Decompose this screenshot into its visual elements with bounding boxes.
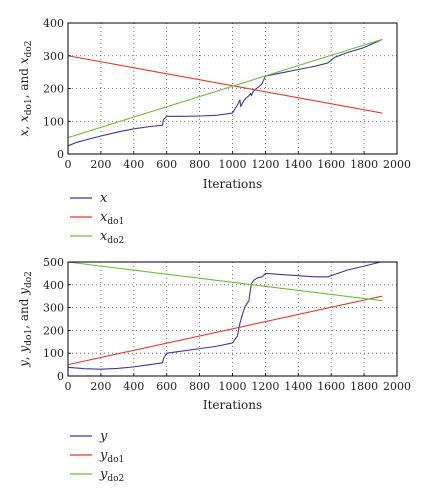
x-tick-label: 0 [65,158,72,171]
series-line-y-do1 [67,295,383,366]
y-tick-label: 300 [43,50,64,63]
grid [68,23,397,154]
y-tick-label: 400 [43,17,64,30]
x-tick-label: 1200 [251,380,279,393]
x-axis-label: Iterations [203,177,262,191]
x-tick-label: 1200 [251,158,279,171]
x-tick-label: 1600 [317,380,345,393]
series-line-y-do2 [67,261,383,302]
legend-label: x [100,191,108,206]
tick-labels: 0 200 400 600 800 1000 1200 1400 1600 1800 2000 0 10… [43,17,411,171]
x-tick-label: 800 [189,380,210,393]
legend-label: y [99,429,108,444]
chart-top: 0 200 400 600 800 1000 1200 1400 1600 1800 2000 0 10… [17,17,411,246]
series-lines [67,261,383,370]
y-tick-label: 400 [43,279,64,292]
y-tick-label: 100 [43,115,64,128]
y-tick-label: 100 [43,347,64,360]
y-tick-label: 500 [43,256,64,269]
series-line-x [67,38,383,147]
x-tick-label: 800 [189,158,210,171]
x-tick-label: 1600 [317,158,345,171]
y-axis-label: x, xdo1, and xdo2 [17,41,34,137]
series-line-y [67,261,383,370]
x-tick-label: 1400 [284,380,312,393]
x-tick-label: 1800 [350,380,378,393]
y-tick-label: 300 [43,302,64,315]
series-line-x-do1 [67,55,383,114]
x-tick-label: 1000 [219,380,247,393]
x-tick-label: 0 [65,380,72,393]
x-tick-label: 600 [156,380,177,393]
x-tick-label: 1400 [284,158,312,171]
tick-labels: 0 200 400 600 800 1000 1200 1400 1600 1800 2000 0 10… [43,256,411,393]
chart-bottom: 0 200 400 600 800 1000 1200 1400 1600 1800 2000 0 10… [17,256,411,484]
x-tick-label: 200 [90,380,111,393]
legend-label: xdo2 [100,229,124,246]
x-axis-label: Iterations [203,398,262,412]
x-tick-label: 400 [123,380,144,393]
grid [68,262,397,376]
series-line-x-do2 [67,38,383,139]
x-tick-label: 1800 [350,158,378,171]
x-tick-label: 200 [90,158,111,171]
series-lines [67,38,383,147]
x-tick-label: 1000 [219,158,247,171]
y-tick-label: 0 [57,148,64,161]
x-tick-label: 2000 [383,158,411,171]
y-axis-label: y, ydo1, and ydo2 [17,271,34,368]
legend-label: xdo1 [100,210,124,227]
legend: x xdo1 xdo2 [70,191,124,246]
y-tick-label: 0 [57,370,64,383]
legend-label: ydo2 [99,467,124,484]
y-tick-label: 200 [43,83,64,96]
x-tick-label: 400 [123,158,144,171]
x-tick-label: 600 [156,158,177,171]
y-tick-label: 200 [43,324,64,337]
x-tick-label: 2000 [383,380,411,393]
legend: y ydo1 ydo2 [70,429,124,484]
legend-label: ydo1 [99,448,124,465]
